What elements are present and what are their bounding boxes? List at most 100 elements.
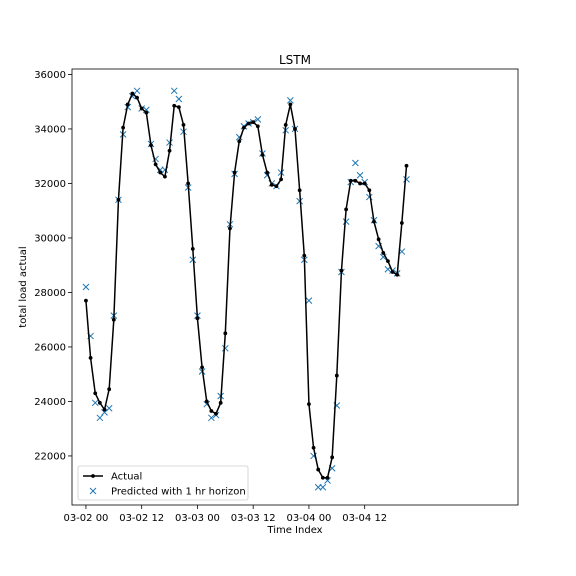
actual-point bbox=[176, 105, 181, 110]
predicted-point bbox=[319, 483, 327, 491]
actual-point bbox=[353, 178, 358, 183]
actual-point bbox=[316, 467, 321, 472]
actual-point bbox=[93, 391, 98, 396]
predicted-point bbox=[356, 171, 364, 179]
actual-point bbox=[97, 400, 102, 405]
actual-point bbox=[125, 102, 130, 107]
predicted-point bbox=[82, 283, 90, 291]
x-tick-label: 03-03 00 bbox=[175, 513, 220, 524]
series-predicted bbox=[82, 87, 410, 491]
actual-point bbox=[218, 400, 223, 405]
predicted-point bbox=[403, 176, 410, 183]
actual-point bbox=[116, 197, 121, 202]
actual-point bbox=[200, 365, 204, 370]
actual-point bbox=[181, 122, 186, 127]
actual-point bbox=[339, 268, 344, 273]
actual-point bbox=[399, 221, 404, 225]
x-tick-label: 03-03 12 bbox=[231, 513, 276, 524]
actual-point bbox=[395, 272, 400, 277]
predicted-point bbox=[142, 106, 150, 114]
legend-box bbox=[77, 465, 249, 501]
actual-point bbox=[279, 177, 283, 182]
predicted-point bbox=[175, 95, 183, 103]
actual-point bbox=[186, 181, 191, 186]
actual-point bbox=[237, 139, 242, 144]
actual-point bbox=[246, 121, 251, 126]
legend-predicted-label: Predicted with 1 hr horizon bbox=[111, 487, 246, 498]
predicted-point bbox=[305, 297, 313, 304]
actual-point bbox=[288, 102, 293, 107]
y-tick-label: 34000 bbox=[34, 124, 66, 135]
x-tick-label: 03-04 00 bbox=[286, 513, 331, 524]
actual-point bbox=[376, 237, 381, 242]
actual-point bbox=[362, 181, 367, 186]
actual-point bbox=[251, 120, 256, 125]
actual-point bbox=[381, 251, 386, 255]
actual-point bbox=[325, 475, 330, 480]
series-actual bbox=[84, 91, 409, 480]
predicted-point bbox=[133, 87, 141, 95]
actual-point bbox=[232, 170, 237, 175]
predicted-point bbox=[105, 404, 113, 412]
actual-point bbox=[293, 127, 297, 131]
predicted-point bbox=[287, 96, 294, 104]
legend-predicted-marker bbox=[89, 487, 97, 495]
actual-point bbox=[102, 407, 107, 412]
actual-point bbox=[386, 259, 390, 264]
actual-point bbox=[274, 184, 279, 189]
actual-point bbox=[260, 152, 265, 157]
actual-point bbox=[163, 174, 167, 179]
actual-point bbox=[158, 170, 163, 175]
actual-point bbox=[283, 122, 288, 127]
actual-point bbox=[130, 91, 135, 96]
y-tick-label: 22000 bbox=[34, 451, 66, 462]
predicted-point bbox=[96, 414, 104, 422]
actual-point bbox=[190, 246, 195, 251]
actual-point bbox=[195, 316, 200, 321]
predicted-point bbox=[352, 159, 359, 167]
predicted-point bbox=[91, 399, 99, 407]
actual-line bbox=[85, 92, 408, 479]
actual-point bbox=[344, 207, 349, 212]
actual-point bbox=[223, 331, 228, 336]
predicted-point bbox=[208, 414, 215, 422]
actual-point bbox=[167, 148, 172, 153]
y-tick-label: 32000 bbox=[34, 179, 66, 190]
actual-point bbox=[139, 106, 144, 111]
predicted-point bbox=[254, 116, 262, 123]
x-axis-label: Time Index bbox=[266, 525, 322, 536]
actual-point bbox=[311, 445, 316, 450]
actual-point bbox=[111, 317, 116, 322]
actual-point bbox=[153, 162, 158, 167]
actual-point bbox=[302, 253, 307, 258]
actual-point bbox=[390, 270, 395, 274]
actual-point bbox=[84, 298, 88, 303]
y-tick-label: 24000 bbox=[34, 397, 66, 408]
legend: Actual Predicted with 1 hr horizon bbox=[77, 465, 249, 501]
predicted-point bbox=[342, 218, 350, 225]
predicted-point bbox=[221, 344, 229, 352]
predicted-point bbox=[296, 197, 303, 205]
x-tick-label: 03-02 00 bbox=[63, 513, 108, 524]
x-axis: 03-02 00 03-02 12 03-03 00 03-03 12 03-04 00… bbox=[63, 505, 387, 524]
actual-point bbox=[149, 143, 153, 148]
legend-actual-marker bbox=[91, 474, 95, 478]
actual-point bbox=[334, 373, 339, 378]
legend-actual-label: Actual bbox=[111, 472, 142, 483]
actual-point bbox=[269, 182, 274, 187]
plot-frame bbox=[71, 68, 519, 506]
actual-point bbox=[297, 188, 302, 193]
predicted-point bbox=[170, 87, 178, 95]
x-tick-label: 03-02 12 bbox=[119, 513, 164, 524]
actual-point bbox=[255, 124, 260, 129]
actual-point bbox=[241, 125, 246, 130]
actual-point bbox=[172, 103, 177, 108]
x-tick-label: 03-04 12 bbox=[342, 513, 387, 524]
actual-point bbox=[404, 163, 409, 168]
chart-title: LSTM bbox=[279, 53, 311, 67]
actual-point bbox=[135, 95, 139, 100]
y-axis-label: total load actual bbox=[18, 246, 29, 327]
y-tick-label: 36000 bbox=[34, 70, 66, 81]
actual-point bbox=[214, 411, 218, 416]
